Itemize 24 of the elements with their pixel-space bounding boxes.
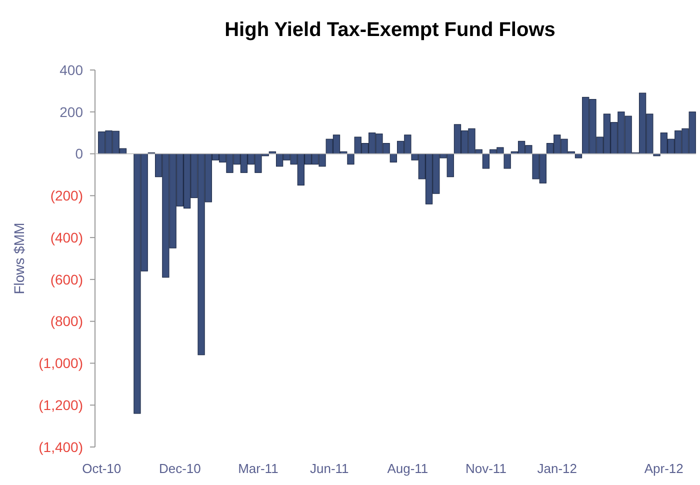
y-tick-label: 200 [60, 104, 84, 120]
x-tick-label: Oct-10 [82, 461, 122, 476]
y-tick-label: (600) [50, 271, 83, 288]
bar [482, 153, 490, 169]
x-tick-label: Dec-10 [158, 461, 201, 476]
x-tick-label: Jan-12 [537, 461, 578, 476]
x-tick-label: Mar-11 [238, 461, 278, 476]
y-tick-label: 400 [60, 62, 84, 78]
chart-title: High Yield Tax-Exempt Fund Flows [224, 19, 556, 41]
y-tick-label: (400) [50, 229, 83, 246]
bar [390, 153, 398, 162]
y-tick-label: (200) [50, 188, 83, 204]
y-tick-label: (800) [50, 313, 83, 330]
x-tick-label: Aug-11 [387, 461, 428, 476]
y-tick-label: (1,400) [38, 438, 83, 455]
bar [574, 153, 582, 158]
y-axis-title: Flows $MM [11, 222, 27, 294]
y-tick-label: (1,200) [38, 397, 83, 414]
x-tick-label: Apr-12 [644, 461, 684, 476]
y-tick-label: 0 [75, 146, 84, 162]
y-tick-label: (1,000) [38, 355, 83, 372]
x-tick-label: Nov-11 [465, 461, 506, 476]
bar [347, 153, 354, 165]
x-tick-label: Jun-11 [310, 461, 349, 476]
